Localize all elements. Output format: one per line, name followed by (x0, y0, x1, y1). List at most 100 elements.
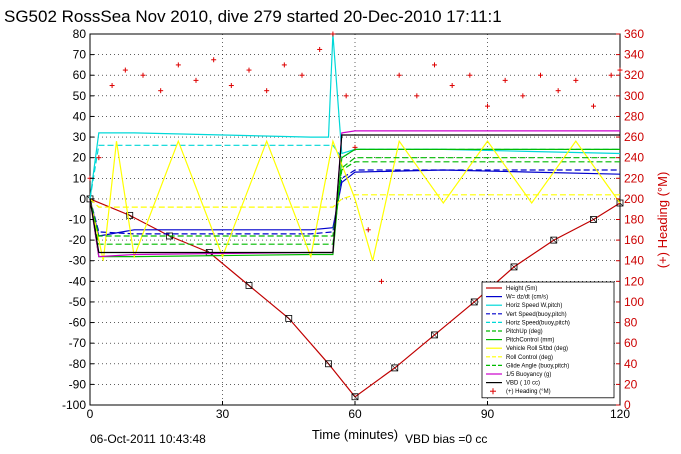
y2-tick-label: 80 (624, 316, 638, 330)
heading-point (330, 31, 336, 37)
legend-entry: W= dz/dt (cm/s) (506, 295, 548, 301)
height-marker (470, 298, 478, 306)
y-tick-label: -20 (69, 233, 87, 247)
height-marker-cross (471, 298, 478, 306)
heading-point (122, 67, 128, 73)
y-tick-label: 20 (73, 151, 87, 165)
y-tick-label: 30 (73, 130, 87, 144)
y2-tick-label: 320 (624, 68, 644, 82)
y-tick-label: 10 (73, 171, 87, 185)
series-line (89, 157, 620, 237)
legend-entry: Glide Angle (buoy,pitch) (506, 363, 569, 369)
y-tick-label: 80 (73, 27, 87, 41)
legend-entry: PitchUp (deg) (506, 329, 543, 335)
height-marker-cross (351, 393, 359, 400)
height-marker-cross (391, 364, 398, 372)
heading-point (396, 72, 402, 78)
footer-timestamp: 06-Oct-2011 10:43:48 (90, 432, 206, 446)
heading-point (538, 72, 543, 78)
heading-point (352, 144, 358, 150)
heading-point (365, 227, 371, 233)
legend-entry: (+) Heading (°M) (506, 389, 551, 395)
chart-title: SG502 RossSea Nov 2010, dive 279 started… (4, 7, 502, 26)
y2-tick-label: 120 (624, 274, 644, 288)
x-tick-label: 30 (216, 407, 230, 421)
heading-point (264, 88, 270, 94)
height-marker (126, 211, 134, 219)
heading-point (414, 93, 420, 99)
y-tick-label: -60 (69, 316, 87, 330)
y-tick-label: -50 (69, 295, 87, 309)
y2-tick-label: 60 (624, 336, 638, 350)
series-line (89, 169, 620, 235)
heading-point (317, 46, 323, 52)
heading-point (617, 67, 623, 73)
y-tick-label: 70 (73, 48, 87, 62)
height-marker (245, 282, 253, 289)
y2-tick-label: 140 (624, 254, 644, 268)
legend-entry: Height (5m) (506, 286, 537, 292)
height-marker (431, 331, 438, 339)
x-axis-label: Time (minutes) (312, 427, 398, 442)
heading-point (449, 83, 455, 89)
y-tick-label: -10 (69, 213, 87, 227)
y2-tick-label: 300 (624, 89, 644, 103)
y2-axis-label: (+) Heading (°M) (655, 172, 670, 269)
y-tick-label: -70 (69, 336, 87, 350)
legend-entry: VBD ( 10 cc) (506, 381, 540, 387)
y-tick-label: 0 (79, 192, 86, 206)
height-marker (391, 364, 399, 372)
heading-point (96, 155, 102, 161)
y2-tick-label: 100 (624, 295, 644, 309)
y-tick-label: -30 (69, 254, 87, 268)
y2-tick-label: 360 (624, 27, 644, 41)
footer-vbd-bias: VBD bias =0 cc (405, 432, 487, 446)
legend-entry: Vehicle Roll 5/tbd (deg) (506, 346, 568, 352)
y-tick-label: -40 (69, 274, 87, 288)
height-marker-cross (590, 216, 597, 223)
height-marker-cross (285, 315, 292, 322)
height-marker (351, 393, 359, 401)
y-tick-label: 50 (73, 89, 87, 103)
y2-tick-label: 340 (624, 48, 644, 62)
x-tick-label: 90 (481, 407, 495, 421)
height-marker (325, 360, 332, 368)
axis-ticks: 80706050403020100-10-20-30-40-50-60-70-8… (62, 27, 644, 421)
height-marker-cross (550, 236, 557, 244)
legend-entry: PitchControl (mm) (506, 338, 554, 344)
x-tick-label: 0 (87, 407, 94, 421)
y2-tick-label: 240 (624, 151, 644, 165)
heading-point (175, 62, 181, 68)
heading-point (432, 62, 437, 68)
y2-tick-label: 220 (624, 171, 644, 185)
plot-area (89, 33, 621, 406)
height-marker (590, 216, 597, 223)
y2-tick-label: 180 (624, 213, 644, 227)
series-line (89, 194, 620, 208)
heading-point (608, 72, 614, 78)
heading-point (281, 62, 287, 68)
height-marker-cross (325, 360, 332, 367)
height-marker (550, 236, 558, 244)
y2-tick-label: 280 (624, 109, 644, 123)
legend-entry: Horiz Speed W,pitch) (506, 303, 562, 309)
legend: Height (5m) W= dz/dt (cm/s) Horiz Speed W,… (481, 281, 615, 399)
heading-point (502, 77, 508, 83)
x-tick-label: 60 (348, 407, 362, 421)
heading-point (485, 103, 490, 109)
heading-point (299, 72, 305, 78)
heading-point (109, 83, 115, 89)
heading-point (379, 278, 384, 284)
chart-marks (86, 31, 624, 401)
heading-point (140, 72, 146, 78)
height-marker (285, 315, 293, 322)
y2-tick-label: 20 (624, 377, 638, 391)
y-tick-label: 60 (73, 68, 87, 82)
heading-point (211, 57, 217, 63)
heading-point (343, 93, 349, 99)
y2-tick-label: 160 (624, 233, 644, 247)
legend-box (481, 281, 615, 399)
heading-point (246, 67, 252, 73)
y-tick-label: -90 (69, 377, 87, 391)
